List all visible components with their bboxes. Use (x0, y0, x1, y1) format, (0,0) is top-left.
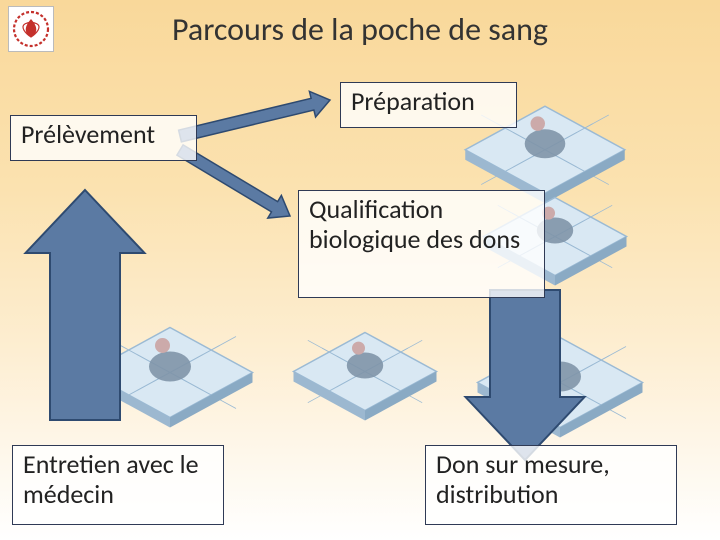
box-preparation: Préparation (340, 82, 517, 128)
box-qualification: Qualification biologique des dons (298, 190, 545, 298)
iso-tile-1 (294, 333, 437, 421)
box-distribution: Don sur mesure, distribution (425, 445, 677, 525)
arrow-simple-0 (179, 91, 330, 141)
box-prelevement: Prélèvement (10, 115, 197, 161)
box-entretien: Entretien avec le médecin (12, 445, 224, 525)
